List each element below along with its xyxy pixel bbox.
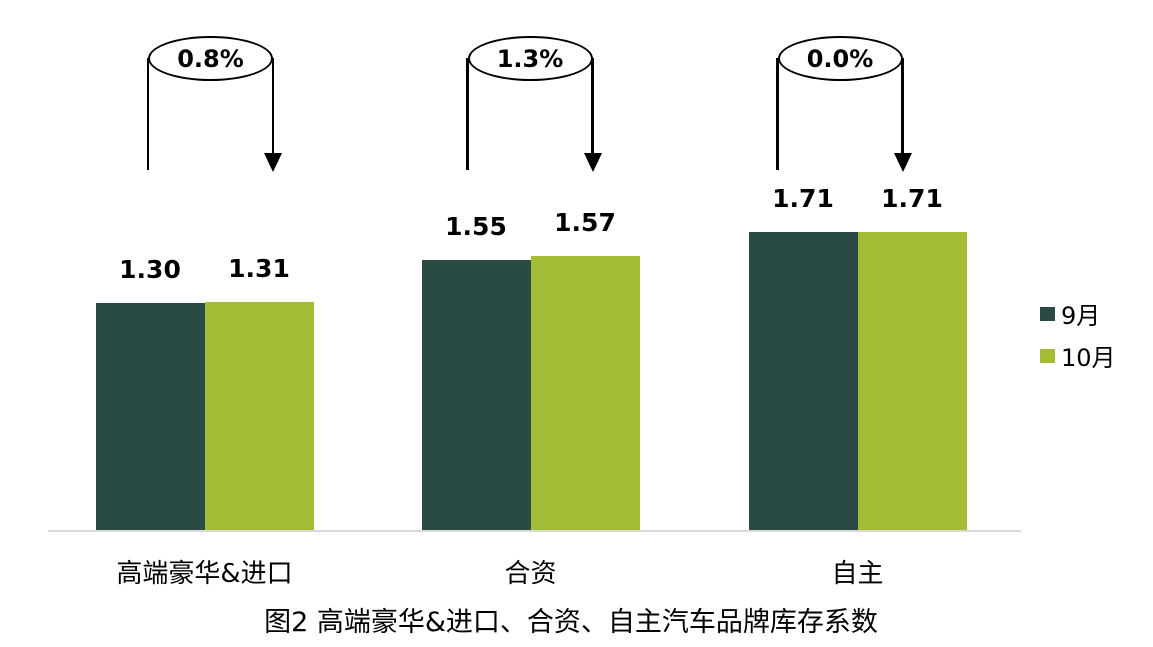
annotation-arrow-line — [591, 58, 594, 153]
chart-title: 图2 高端豪华&进口、合资、自主汽车品牌库存系数 — [264, 607, 878, 638]
bar-value-label: 1.71 — [772, 184, 834, 213]
x-axis-line — [48, 530, 1021, 532]
annotation-percent-label: 1.3% — [496, 44, 564, 73]
annotation-arrow-line — [901, 58, 904, 153]
bar-series0-cat2 — [748, 232, 858, 531]
arrow-head-icon — [583, 153, 602, 172]
bar-series1-cat1 — [530, 256, 640, 531]
bar-series1-cat0 — [204, 302, 314, 531]
bar-series0-cat1 — [421, 260, 531, 531]
legend-label: 10月 — [1061, 344, 1116, 372]
bar-value-label: 1.31 — [228, 254, 290, 283]
legend-label: 9月 — [1061, 302, 1101, 330]
arrow-head-icon — [264, 153, 282, 172]
legend-swatch — [1040, 348, 1055, 363]
category-label: 高端豪华&进口 — [116, 559, 293, 589]
annotation-percent-label: 0.8% — [177, 44, 244, 73]
bar-series1-cat2 — [857, 232, 967, 531]
legend-item-1: 10月 — [1040, 338, 1116, 373]
annotation-arrow-line — [271, 58, 275, 153]
annotation-drop-line — [466, 58, 469, 170]
legend-swatch — [1040, 306, 1055, 321]
bar-value-label: 1.71 — [881, 184, 943, 213]
category-label: 合资 — [504, 559, 557, 589]
category-label: 自主 — [831, 559, 884, 589]
arrow-head-icon — [893, 153, 912, 172]
annotation-ellipse: 0.0% — [777, 36, 903, 81]
annotation-percent-label: 0.0% — [806, 44, 874, 73]
bar-value-label: 1.57 — [554, 208, 616, 237]
annotation-drop-line — [146, 58, 150, 170]
annotation-ellipse: 0.8% — [148, 36, 273, 81]
annotation-ellipse: 1.3% — [467, 36, 593, 81]
legend-item-0: 9月 — [1040, 296, 1116, 331]
bar-value-label: 1.55 — [445, 212, 507, 241]
bar-series0-cat0 — [95, 303, 205, 531]
legend: 9月 10月 — [1040, 296, 1116, 380]
bar-value-label: 1.30 — [119, 255, 181, 284]
annotation-drop-line — [776, 58, 779, 170]
